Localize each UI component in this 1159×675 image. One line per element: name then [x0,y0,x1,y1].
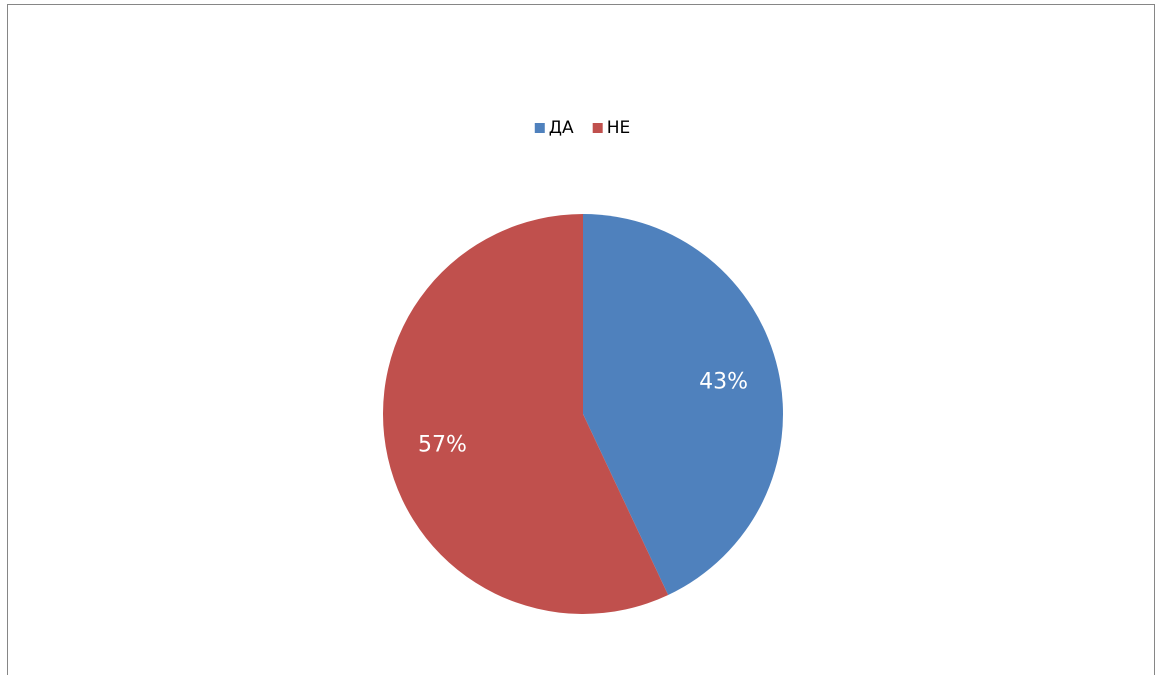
pie-slice [382,213,669,615]
pie-slice [583,214,783,595]
legend-label: ДА [549,118,574,138]
data-label: 57% [418,432,467,457]
data-label: 43% [699,370,748,395]
legend-swatch [534,123,545,133]
legend-label: НЕ [607,118,631,138]
legend-swatch [592,123,603,133]
chart-border [7,4,1155,675]
